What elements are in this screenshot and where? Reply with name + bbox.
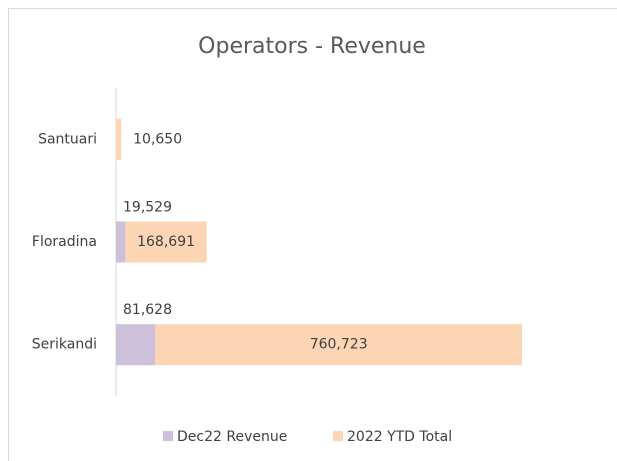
bar-segment [125,221,207,263]
bar-segment [116,221,126,263]
legend-swatch [333,431,343,441]
legend-label: Dec22 Revenue [177,429,287,445]
category-label: Serikandi [32,337,97,353]
data-label: 10,650 [133,131,182,147]
legend-swatch [163,431,173,441]
bar-segment [155,324,522,366]
chart-frame [8,8,617,461]
data-label: 81,628 [123,302,172,318]
chart-title: Operators - Revenue [198,34,426,59]
category-label: Santuari [38,131,97,147]
legend-label: 2022 YTD Total [347,429,452,445]
data-label: 168,691 [137,234,195,250]
data-label: 19,529 [123,200,172,216]
bar-segment [116,324,156,366]
data-label: 760,723 [310,337,368,353]
bar-segment [116,118,122,160]
category-label: Floradina [32,234,97,250]
